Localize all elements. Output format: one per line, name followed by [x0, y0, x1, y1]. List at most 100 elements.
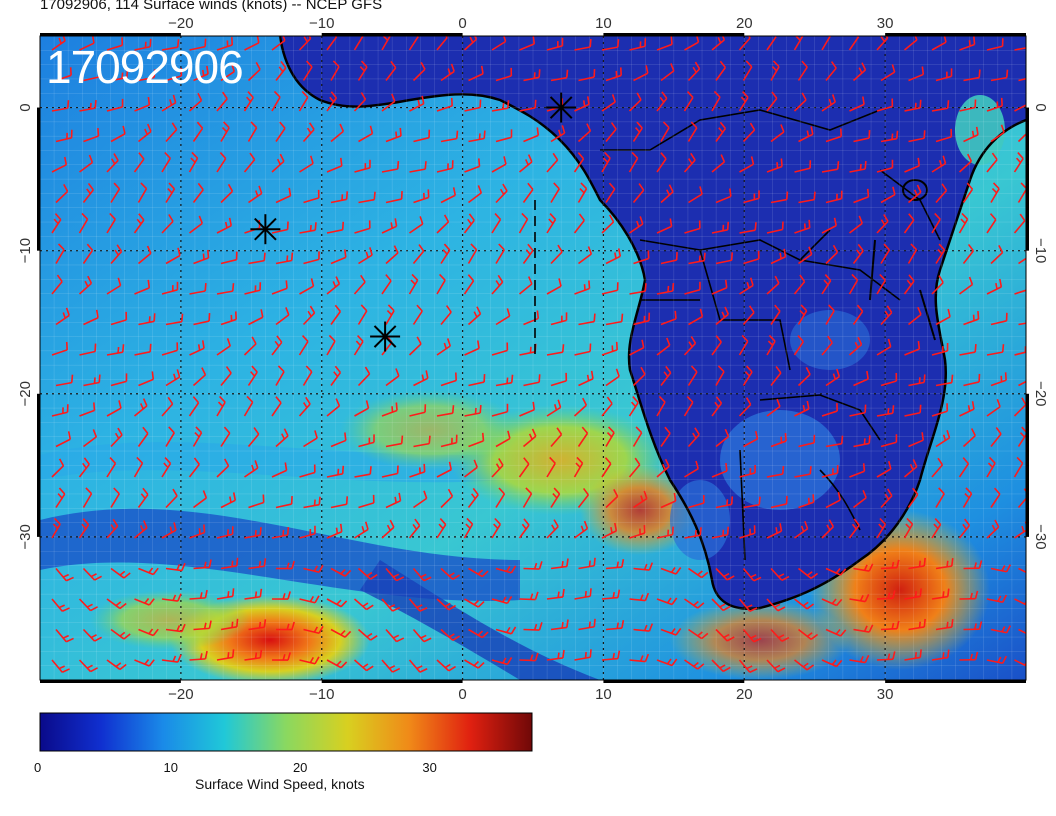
wind-barb — [770, 124, 785, 143]
wind-barb — [271, 90, 281, 112]
wind-barb — [876, 651, 896, 661]
wind-barb — [715, 365, 725, 386]
wind-barb — [739, 525, 756, 539]
wind-barb — [959, 276, 974, 295]
wind-barb — [853, 435, 871, 448]
wind-barb — [413, 370, 429, 387]
wind-barb — [330, 304, 342, 325]
wind-barb — [931, 275, 944, 295]
tick-label-bottom: −20 — [168, 686, 193, 703]
wind-barb — [794, 219, 811, 234]
wind-barb — [78, 518, 90, 539]
wind-barb — [440, 628, 460, 642]
wind-barb — [55, 567, 74, 582]
wind-barb — [83, 127, 100, 143]
wind-barb — [412, 567, 432, 582]
wind-barb — [743, 190, 760, 204]
wind-barb — [1013, 152, 1024, 173]
wind-barb — [715, 60, 727, 81]
wind-barb — [244, 282, 262, 295]
wind-barb — [165, 369, 181, 387]
wind-barb — [78, 457, 90, 478]
wind-barb — [161, 593, 182, 602]
wind-barb — [904, 404, 922, 417]
wind-barb — [770, 191, 789, 204]
wind-barb — [821, 659, 843, 668]
wind-barb — [436, 273, 446, 295]
wind-barb — [299, 464, 316, 478]
wind-barb — [1017, 123, 1026, 143]
wind-barb — [188, 151, 199, 173]
wind-barb — [848, 36, 860, 51]
wind-barb — [491, 657, 513, 666]
wind-barb — [601, 396, 613, 417]
wind-barb — [133, 398, 148, 417]
wind-barb — [990, 182, 1000, 203]
wind-barb — [550, 182, 560, 203]
wind-barb — [110, 69, 129, 82]
wind-barb — [220, 63, 236, 82]
wind-barb — [849, 96, 865, 112]
wind-barb — [959, 590, 979, 600]
wind-barb — [330, 249, 347, 265]
wind-barb — [440, 130, 459, 143]
wind-barb — [330, 191, 349, 204]
wind-barb — [935, 183, 948, 204]
wind-barb — [243, 91, 254, 112]
wind-barb — [605, 182, 616, 203]
wind-barb — [876, 214, 889, 234]
wind-barb — [326, 659, 348, 669]
wind-barb — [381, 402, 398, 417]
wind-barb — [83, 309, 99, 326]
wind-barb — [578, 246, 593, 265]
wind-barb — [821, 274, 832, 295]
wind-barb — [935, 429, 951, 448]
wind-barb — [1014, 289, 1026, 295]
wind-barb — [794, 659, 815, 671]
wind-barb — [326, 221, 345, 234]
wind-barb — [935, 558, 954, 570]
wind-barb — [770, 304, 781, 325]
wind-barb — [381, 274, 392, 295]
wind-barb — [825, 61, 837, 82]
wind-barb — [271, 153, 285, 173]
wind-barb — [408, 598, 428, 612]
wind-barb — [220, 426, 231, 447]
wind-barb — [326, 276, 341, 295]
wind-barb — [51, 517, 61, 539]
wind-barb — [798, 567, 819, 579]
wind-barb — [711, 90, 721, 112]
wind-barb — [413, 129, 431, 143]
wind-barb — [412, 628, 432, 643]
wind-barb — [436, 97, 453, 112]
wind-barb — [412, 244, 425, 265]
wind-barb — [79, 36, 95, 51]
wind-barb — [330, 123, 345, 143]
wind-barb — [628, 396, 639, 417]
wind-barb — [821, 465, 839, 478]
wind-barb — [715, 428, 730, 448]
wind-barb — [742, 60, 753, 81]
wind-barb — [629, 592, 650, 602]
wind-barb — [849, 463, 866, 478]
wind-barb — [519, 591, 539, 601]
wind-barb — [633, 562, 654, 571]
wind-barb — [468, 130, 486, 143]
wind-barb — [848, 336, 863, 356]
wind-barb — [464, 99, 482, 112]
wind-barb — [467, 487, 479, 508]
wind-barb — [990, 124, 1005, 143]
wind-barb — [550, 372, 568, 387]
wind-barb — [518, 518, 530, 539]
wind-barb — [110, 373, 128, 387]
wind-barb — [931, 100, 950, 112]
wind-barb — [794, 160, 812, 173]
wind-barb — [742, 365, 753, 386]
wind-barb — [385, 245, 399, 265]
wind-barb — [138, 371, 155, 387]
wind-barb — [302, 305, 316, 326]
wind-barb — [711, 279, 728, 295]
colorbar-tick-label: 20 — [292, 760, 308, 775]
wind-barb — [633, 312, 651, 326]
wind-barb — [825, 304, 835, 325]
